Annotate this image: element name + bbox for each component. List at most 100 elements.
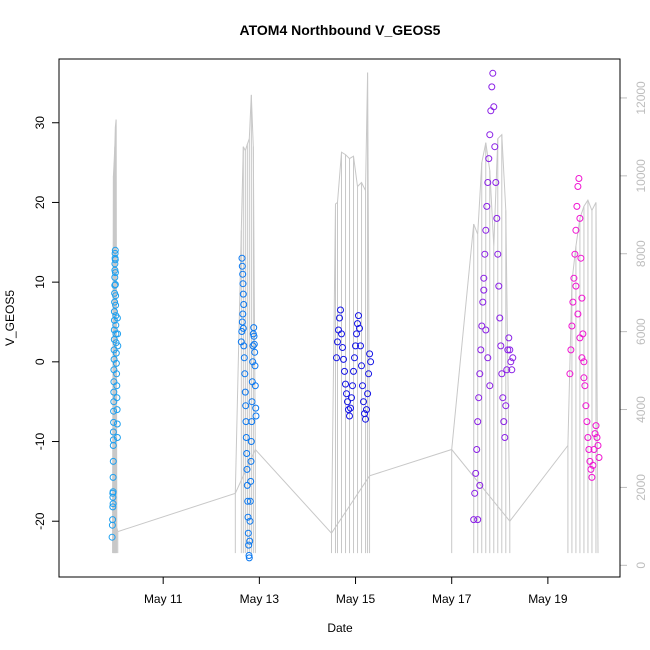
right-tick-label: 4000	[634, 396, 648, 423]
data-point	[588, 473, 596, 481]
data-point	[109, 500, 117, 508]
right-axis: 0 2000 4000 6000 8000 10000 12000	[619, 81, 648, 569]
data-point	[366, 350, 374, 358]
data-point	[483, 202, 491, 210]
data-point	[245, 552, 253, 559]
data-point	[363, 406, 370, 414]
y-tick-label: 20	[33, 195, 47, 209]
data-point	[353, 330, 360, 338]
data-point	[358, 362, 365, 370]
data-point	[470, 516, 478, 524]
data-point	[240, 342, 248, 350]
data-point	[110, 388, 118, 396]
data-point	[108, 533, 116, 541]
data-point	[241, 370, 249, 378]
data-point	[244, 497, 252, 505]
data-point	[480, 286, 488, 294]
data-point	[592, 422, 600, 430]
data-point	[111, 273, 119, 281]
left-axis: -20 -10 0 10 20 30	[33, 116, 60, 530]
data-point	[240, 301, 248, 308]
data-point	[344, 398, 351, 406]
data-point	[352, 342, 359, 350]
data-point	[577, 254, 585, 262]
data-point	[574, 183, 582, 190]
data-point	[244, 529, 252, 537]
x-tick-label: May 15	[336, 592, 376, 606]
data-point	[571, 250, 579, 258]
right-tick-label: 2000	[634, 474, 648, 501]
data-point	[502, 402, 510, 410]
x-axis: May 11 May 13 May 15 May 17 May 19	[144, 576, 568, 606]
data-point	[569, 298, 577, 306]
data-point	[587, 465, 595, 473]
data-point	[247, 477, 255, 485]
data-point	[244, 513, 252, 521]
data-point	[249, 358, 257, 366]
data-point	[112, 321, 120, 329]
data-point	[112, 292, 120, 300]
data-point	[474, 516, 482, 524]
data-point	[340, 355, 347, 363]
data-point	[252, 404, 260, 412]
data-point	[493, 214, 501, 222]
data-point	[109, 516, 117, 524]
data-point	[590, 446, 598, 453]
data-point	[239, 270, 247, 278]
data-point	[347, 404, 354, 412]
data-point	[583, 418, 591, 426]
data-point	[109, 457, 117, 465]
data-point	[239, 280, 247, 288]
data-point	[496, 314, 504, 322]
data-point	[573, 202, 581, 210]
data-point	[348, 394, 355, 402]
data-point	[595, 454, 603, 461]
data-point	[251, 362, 259, 370]
data-point	[333, 354, 340, 362]
data-point	[359, 382, 366, 390]
data-point	[238, 254, 246, 262]
data-point	[113, 420, 121, 428]
data-point	[500, 418, 508, 426]
data-point	[360, 398, 367, 406]
data-point	[336, 314, 343, 322]
right-tick-label: 6000	[634, 318, 648, 345]
data-point	[506, 346, 514, 354]
data-point	[504, 346, 512, 354]
data-point	[507, 358, 515, 366]
data-point	[251, 348, 259, 356]
data-point	[475, 394, 483, 402]
data-point	[491, 143, 499, 151]
data-point	[364, 390, 372, 398]
data-point	[478, 322, 486, 330]
data-point	[341, 367, 348, 375]
data-point	[249, 342, 257, 350]
data-point	[509, 354, 517, 362]
data-point	[111, 246, 119, 254]
data-point	[109, 473, 117, 481]
x-axis-label: Date	[327, 621, 353, 635]
data-point	[247, 457, 255, 465]
y-tick-label: 30	[33, 116, 47, 130]
altitude-profile-4	[451, 133, 511, 522]
data-point	[503, 366, 511, 374]
data-point	[246, 537, 254, 545]
data-point	[248, 418, 256, 426]
data-point	[594, 442, 602, 449]
data-point	[477, 346, 485, 354]
data-point	[111, 298, 119, 306]
data-point	[367, 358, 375, 366]
data-point	[239, 324, 247, 332]
data-point	[581, 382, 589, 390]
data-point	[480, 274, 488, 282]
data-point	[582, 402, 590, 410]
data-point	[492, 179, 500, 186]
data-point	[113, 394, 121, 402]
data-points	[108, 69, 603, 562]
data-point	[576, 214, 584, 222]
data-point	[241, 388, 249, 396]
data-point	[591, 430, 599, 438]
data-point	[574, 310, 582, 318]
y-tick-label: 10	[33, 275, 47, 289]
data-point	[239, 290, 247, 298]
